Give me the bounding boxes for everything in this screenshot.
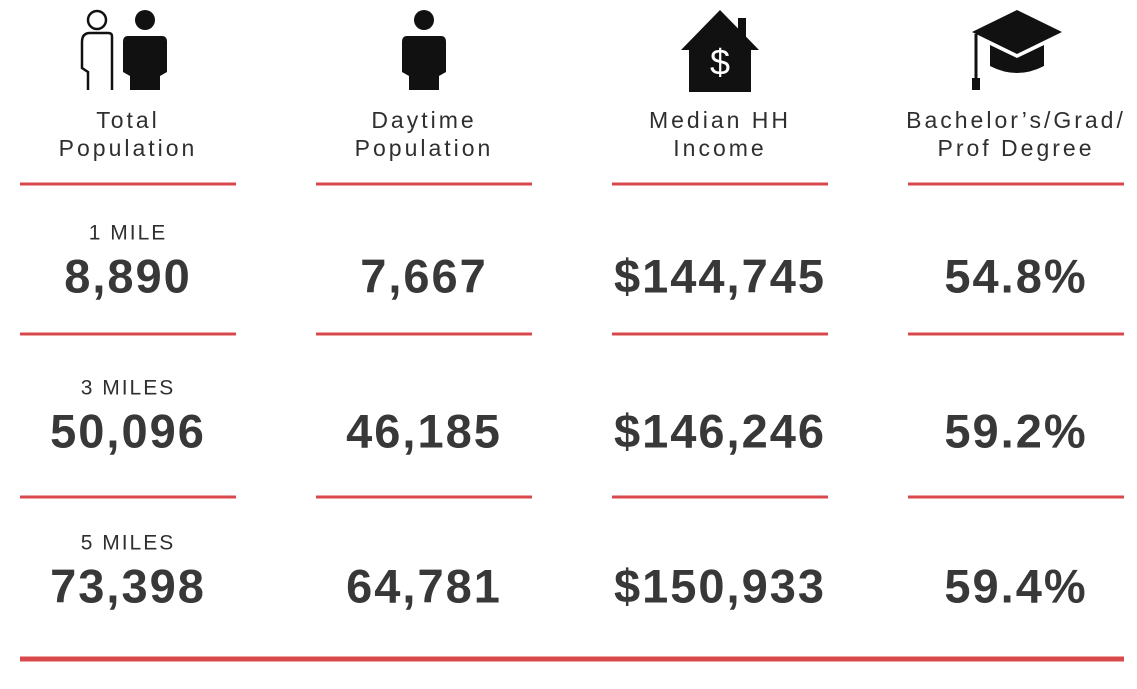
icon-daytime-population — [402, 10, 446, 90]
stat-value: $146,246 — [614, 404, 826, 457]
radius-label: 3 MILES — [81, 377, 176, 400]
stat-value: 8,890 — [64, 249, 192, 302]
column-header: Population — [355, 135, 494, 161]
column-header: Population — [59, 135, 198, 161]
stat-value: 46,185 — [346, 404, 502, 457]
icon-graduation-cap — [972, 10, 1062, 90]
column-header: Daytime — [371, 107, 476, 133]
column-header: Income — [673, 135, 766, 161]
stat-value: $144,745 — [614, 249, 826, 302]
stat-value: $150,933 — [614, 559, 826, 612]
stat-value: 7,667 — [360, 249, 488, 302]
column-header: Median HH — [649, 107, 791, 133]
stat-value: 59.2% — [944, 404, 1087, 457]
column-header: Prof Degree — [937, 135, 1094, 161]
stat-value: 64,781 — [346, 559, 502, 612]
column-header: Total — [96, 107, 160, 133]
icon-total-population — [80, 9, 167, 90]
radius-label: 1 MILE — [89, 222, 168, 245]
stat-value: 54.8% — [944, 249, 1087, 302]
stat-value: 59.4% — [944, 559, 1087, 612]
stat-value: 50,096 — [50, 404, 206, 457]
svg-text:$: $ — [710, 42, 730, 83]
column-header: Bachelor’s/Grad/ — [906, 107, 1126, 133]
icon-income-house: $ — [681, 10, 759, 92]
stat-value: 73,398 — [50, 559, 206, 612]
radius-label: 5 MILES — [81, 532, 176, 555]
